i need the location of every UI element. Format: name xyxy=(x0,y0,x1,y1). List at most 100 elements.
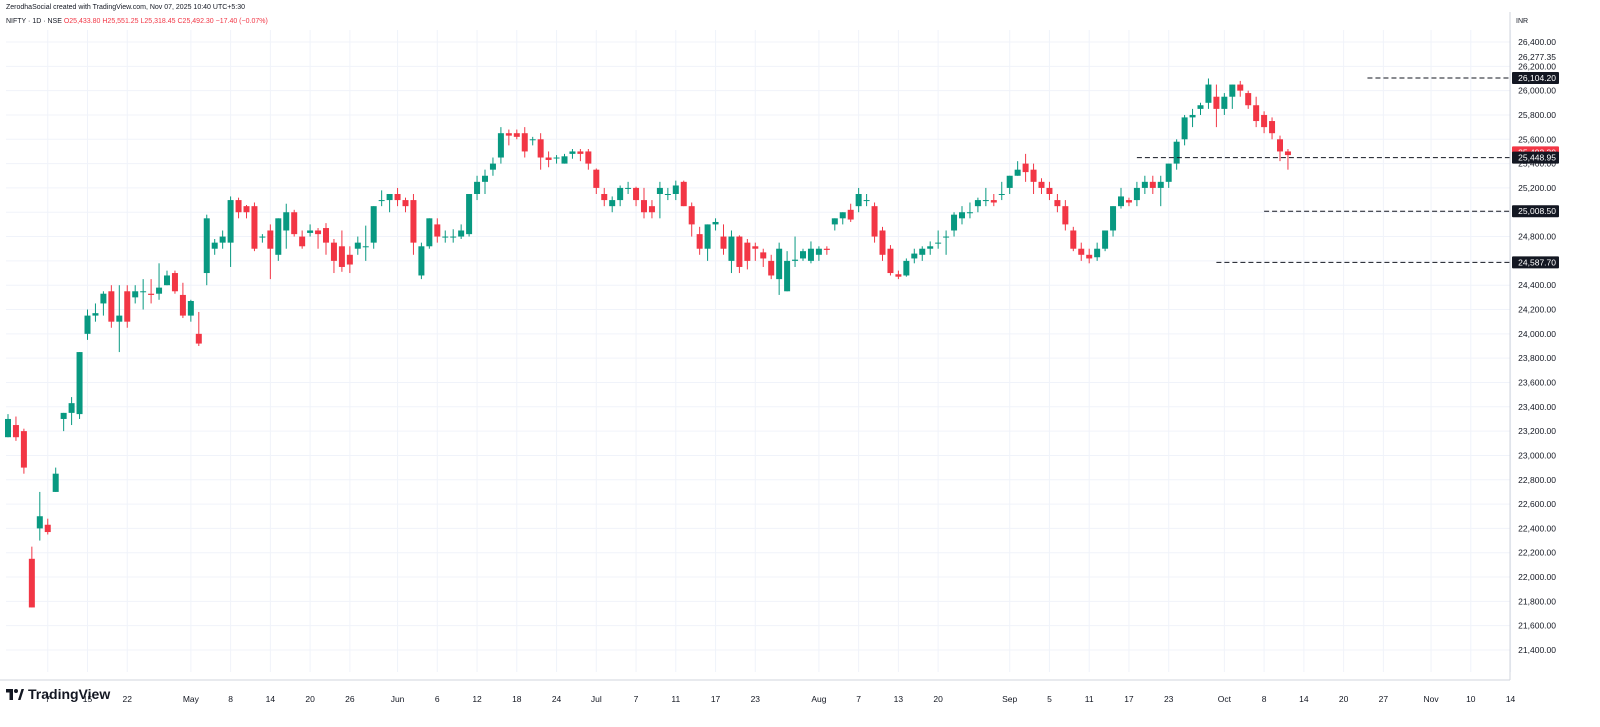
price-axis: 21,400.00 21,600.00 21,800.00 22,000.00 22,2… xyxy=(1509,12,1556,680)
candle xyxy=(235,197,242,219)
candle-body xyxy=(235,200,242,213)
candle xyxy=(784,251,791,292)
candle xyxy=(267,224,274,280)
candle xyxy=(776,242,783,295)
candle-body xyxy=(458,230,465,237)
candle-body xyxy=(76,352,83,415)
candle-body xyxy=(951,214,958,231)
candle xyxy=(577,149,584,162)
candle-body xyxy=(1269,121,1276,134)
candle-body xyxy=(1221,96,1228,109)
candle xyxy=(251,202,258,252)
time-tick-label: 15 xyxy=(83,694,93,704)
price-tick-label: 24,200.00 xyxy=(1518,305,1556,315)
candle xyxy=(521,127,528,158)
candle xyxy=(807,241,814,264)
candle xyxy=(593,168,600,194)
candle xyxy=(426,218,433,249)
candle xyxy=(179,282,186,319)
candle-body xyxy=(601,194,608,201)
candle xyxy=(394,187,401,207)
candle xyxy=(1133,181,1140,207)
candle-body xyxy=(84,315,91,334)
candle xyxy=(895,270,902,280)
candle-body xyxy=(704,224,711,249)
candle xyxy=(5,414,11,438)
candle xyxy=(505,129,512,146)
candle xyxy=(434,218,441,243)
candle-body xyxy=(92,313,99,316)
candle xyxy=(402,197,409,213)
candle xyxy=(203,214,210,286)
candle xyxy=(1046,181,1053,201)
candle xyxy=(919,246,926,261)
candle xyxy=(704,224,711,261)
candle xyxy=(744,238,751,270)
candle xyxy=(346,246,353,274)
candle xyxy=(156,263,163,300)
candle xyxy=(442,230,449,243)
candle xyxy=(164,270,170,286)
candle xyxy=(1221,93,1228,115)
candle-body xyxy=(450,236,457,238)
time-tick-label: 13 xyxy=(894,694,904,704)
price-tick-label: 25,200.00 xyxy=(1518,183,1556,193)
time-tick-label: Jun xyxy=(391,694,405,704)
price-label-bg xyxy=(1512,256,1559,269)
candle-body xyxy=(1205,84,1212,103)
candle xyxy=(482,169,488,194)
candle xyxy=(124,285,131,328)
candle xyxy=(299,230,306,249)
candle xyxy=(736,235,743,274)
candle-body xyxy=(1284,151,1291,156)
time-tick-label: 27 xyxy=(1379,694,1389,704)
candle-body xyxy=(1125,200,1132,203)
candle-body xyxy=(1062,206,1069,225)
candle xyxy=(1054,194,1061,213)
candle xyxy=(1062,200,1069,231)
candle-body xyxy=(1030,169,1037,182)
candle-body xyxy=(1006,175,1013,188)
candle-body xyxy=(1189,114,1196,118)
candle xyxy=(903,258,910,277)
candle xyxy=(378,190,385,207)
candle-body xyxy=(1237,84,1244,91)
candle xyxy=(935,230,942,249)
candle-body xyxy=(283,212,290,231)
candle xyxy=(688,202,695,237)
candle-body xyxy=(179,294,186,316)
candle xyxy=(418,242,425,280)
candle-body xyxy=(807,248,814,261)
candle xyxy=(887,245,894,276)
candle xyxy=(20,428,27,474)
price-tick-label: 25,600.00 xyxy=(1518,134,1556,144)
candle-body xyxy=(338,246,345,267)
candle xyxy=(28,546,35,608)
candle xyxy=(1229,84,1236,109)
candle xyxy=(911,248,918,264)
candle-body xyxy=(688,206,695,225)
time-tick-label: 20 xyxy=(1339,694,1349,704)
candle-body xyxy=(426,218,433,247)
candle-body xyxy=(823,248,830,250)
candlestick-series xyxy=(5,78,1291,608)
candle-body xyxy=(12,425,19,438)
candle xyxy=(760,248,767,267)
candle-body xyxy=(1213,96,1220,109)
price-label-bg xyxy=(1512,205,1559,218)
price-label-bg xyxy=(1512,71,1559,84)
candle-body xyxy=(68,403,75,413)
candle-body xyxy=(633,187,640,201)
candle-body xyxy=(752,246,759,249)
time-tick-label: 7 xyxy=(634,694,639,704)
candle-body xyxy=(664,194,671,195)
candle-body xyxy=(1054,200,1061,207)
candle xyxy=(140,279,147,310)
candle xyxy=(990,194,997,207)
candle-body xyxy=(60,412,67,419)
time-tick-label: 26 xyxy=(345,694,355,704)
candle xyxy=(641,187,647,219)
candle-body xyxy=(1141,181,1148,188)
candle-body xyxy=(784,260,791,292)
